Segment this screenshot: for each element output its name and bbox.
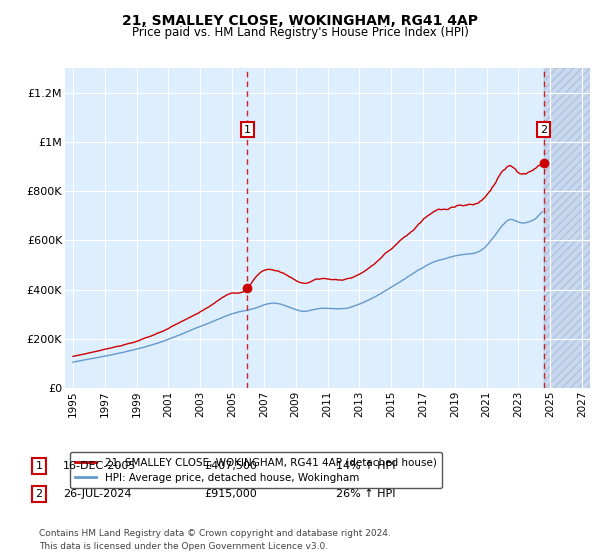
Text: 2: 2 [35, 489, 43, 499]
Bar [544, 68, 590, 388]
Text: 1: 1 [244, 124, 251, 134]
Text: 14% ↑ HPI: 14% ↑ HPI [336, 461, 395, 471]
Text: 1: 1 [35, 461, 43, 471]
Text: £407,500: £407,500 [204, 461, 257, 471]
Text: 21, SMALLEY CLOSE, WOKINGHAM, RG41 4AP: 21, SMALLEY CLOSE, WOKINGHAM, RG41 4AP [122, 14, 478, 28]
Text: Price paid vs. HM Land Registry's House Price Index (HPI): Price paid vs. HM Land Registry's House … [131, 26, 469, 39]
Text: 26% ↑ HPI: 26% ↑ HPI [336, 489, 395, 499]
Text: 2: 2 [540, 124, 547, 134]
Text: 16-DEC-2005: 16-DEC-2005 [63, 461, 136, 471]
Text: Contains HM Land Registry data © Crown copyright and database right 2024.
This d: Contains HM Land Registry data © Crown c… [39, 529, 391, 550]
Text: 26-JUL-2024: 26-JUL-2024 [63, 489, 131, 499]
Legend: 21, SMALLEY CLOSE, WOKINGHAM, RG41 4AP (detached house), HPI: Average price, det: 21, SMALLEY CLOSE, WOKINGHAM, RG41 4AP (… [70, 452, 442, 488]
Text: £915,000: £915,000 [204, 489, 257, 499]
